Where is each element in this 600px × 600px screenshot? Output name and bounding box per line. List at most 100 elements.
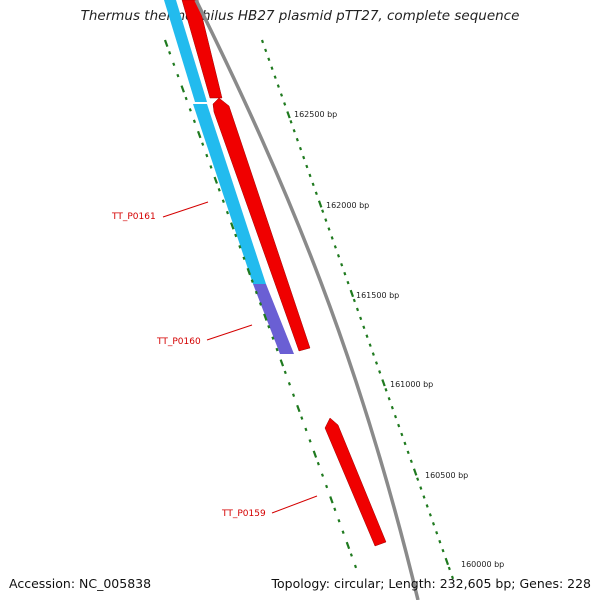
inner-tick	[176, 73, 180, 78]
scale-tick	[381, 379, 386, 387]
inner-tick	[242, 256, 246, 261]
scale-tick	[321, 209, 325, 213]
inner-tick	[192, 119, 196, 124]
scale-tick	[444, 557, 450, 566]
scale-tick	[302, 155, 306, 160]
inner-tick	[287, 382, 291, 386]
scale-tick	[419, 486, 423, 490]
scale-label-161500: 161500 bp	[356, 291, 399, 300]
inner-tick	[225, 210, 230, 215]
inner-tick	[345, 541, 351, 550]
scale-tick	[349, 289, 355, 298]
scale-tick	[340, 262, 344, 267]
scale-tick	[308, 173, 312, 178]
scale-tick	[368, 343, 372, 347]
gene-arrow-tt-p0161[interactable]	[212, 97, 311, 352]
scale-tick	[393, 414, 398, 419]
scale-tick	[365, 334, 369, 338]
gene-labels: TT_P0161 TT_P0160 TT_P0159	[111, 201, 318, 519]
inner-tick	[205, 153, 209, 158]
scale-tick	[362, 325, 366, 330]
inner-tick	[349, 553, 353, 557]
scale-label-160000: 160000 bp	[461, 560, 504, 569]
inner-tick	[300, 416, 304, 420]
inner-tick	[201, 142, 205, 146]
gene-segment-top[interactable]	[181, 0, 223, 99]
inner-tick	[320, 473, 325, 477]
topology-summary: Topology: circular; Length: 232,605 bp; …	[271, 576, 592, 591]
cog-track	[164, 0, 294, 354]
inner-tick	[308, 439, 312, 443]
inner-tick	[217, 187, 221, 192]
cog-segment-upper[interactable]	[164, 0, 207, 102]
inner-tick	[180, 85, 185, 93]
scale-tick	[346, 280, 350, 285]
scale-tick	[314, 191, 318, 196]
cog-segment-main[interactable]	[193, 104, 266, 284]
leader-line-tt-p0160	[206, 324, 253, 341]
scale-tick	[378, 370, 382, 374]
cog-segment-purple[interactable]	[253, 284, 294, 354]
gene-label-tt-p0159[interactable]: TT_P0159	[221, 509, 266, 519]
gene-label-tt-p0161[interactable]: TT_P0161	[111, 212, 156, 222]
scale-tick	[336, 254, 341, 258]
inner-tick	[258, 302, 263, 306]
inner-tick	[230, 222, 235, 230]
scale-tick	[406, 450, 410, 455]
gene-arrow-tt-p0159[interactable]	[324, 417, 387, 547]
scale-tick	[355, 307, 360, 312]
scale-tick	[435, 530, 439, 535]
scale-tick	[327, 227, 331, 231]
scale-tick	[412, 468, 418, 476]
scale-tick	[276, 84, 280, 88]
inner-tick	[213, 176, 218, 184]
inner-tick	[267, 324, 271, 329]
scale-tick	[264, 48, 268, 53]
scale-tick	[279, 93, 284, 97]
scale-tick	[371, 352, 375, 356]
scale-label-161000: 161000 bp	[390, 380, 433, 389]
scale-tick	[267, 57, 271, 62]
scale-tick	[438, 539, 442, 544]
scale-labels: 162500 bp 162000 bp 161500 bp 161000 bp …	[294, 110, 504, 569]
accession-text: Accession: NC_005838	[9, 576, 152, 591]
scale-tick	[441, 548, 445, 553]
scale-tick	[390, 405, 394, 410]
scale-tick	[403, 441, 407, 446]
inner-tick	[329, 496, 334, 504]
scale-tick	[292, 128, 296, 133]
inner-tick	[292, 393, 296, 397]
scale-tick	[324, 218, 328, 222]
scale-tick	[311, 182, 315, 187]
inner-tick	[325, 484, 329, 489]
scale-label-160500: 160500 bp	[425, 471, 468, 480]
scale-tick	[352, 298, 356, 303]
inner-tick	[246, 267, 252, 276]
scale-tick	[317, 200, 323, 208]
inner-tick	[316, 461, 320, 466]
scale-tick	[431, 522, 436, 526]
inner-tick	[163, 39, 169, 47]
scale-tick	[289, 120, 293, 124]
inner-tick	[275, 347, 279, 352]
scale-tick	[330, 236, 334, 240]
scale-tick	[333, 245, 337, 249]
scale-tick	[286, 111, 291, 119]
inner-tick	[209, 165, 213, 169]
scale-tick	[409, 459, 413, 464]
inner-tick	[197, 130, 202, 139]
scale-tick	[387, 396, 391, 401]
inner-tick	[271, 336, 275, 340]
inner-tick	[341, 530, 345, 534]
scale-tick	[359, 316, 363, 321]
gene-label-tt-p0160[interactable]: TT_P0160	[156, 337, 201, 347]
scale-tick	[298, 146, 303, 151]
inner-tick	[296, 404, 301, 413]
scale-tick	[450, 575, 455, 580]
scale-tick	[428, 513, 432, 517]
inner-tick	[283, 370, 287, 375]
scale-tick	[374, 361, 379, 365]
inner-tick	[172, 62, 176, 67]
inner-tick	[168, 51, 172, 55]
